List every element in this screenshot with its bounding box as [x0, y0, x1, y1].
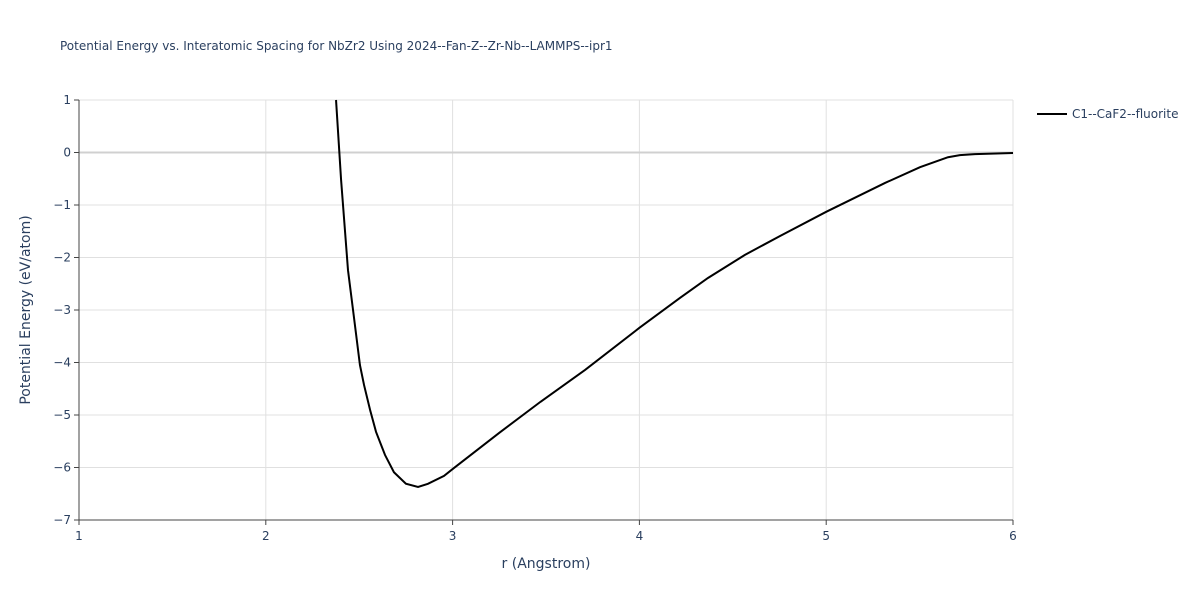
x-tick-label: 1	[75, 529, 83, 543]
x-axis-label: r (Angstrom)	[502, 556, 591, 572]
legend-label: C1--CaF2--fluorite	[1072, 107, 1178, 121]
x-tick-label: 6	[1009, 529, 1017, 543]
y-axis-label: Potential Energy (eV/atom)	[18, 215, 34, 404]
y-tick-label: −2	[53, 251, 71, 265]
x-tick-label: 3	[449, 529, 457, 543]
x-tick-label: 2	[262, 529, 270, 543]
y-tick-label: 0	[63, 146, 71, 160]
y-tick-label: −6	[53, 461, 71, 475]
line-series	[335, 99, 1014, 488]
chart-title: Potential Energy vs. Interatomic Spacing…	[60, 39, 613, 53]
y-tick-label: −5	[53, 408, 71, 422]
y-tick-label: −1	[53, 198, 71, 212]
y-tick-label: −7	[53, 513, 71, 527]
x-tick-label: 5	[822, 529, 830, 543]
y-tick-label: −4	[53, 356, 71, 370]
x-tick-label: 4	[636, 529, 644, 543]
y-tick-label: −3	[53, 303, 71, 317]
y-tick-label: 1	[63, 93, 71, 107]
